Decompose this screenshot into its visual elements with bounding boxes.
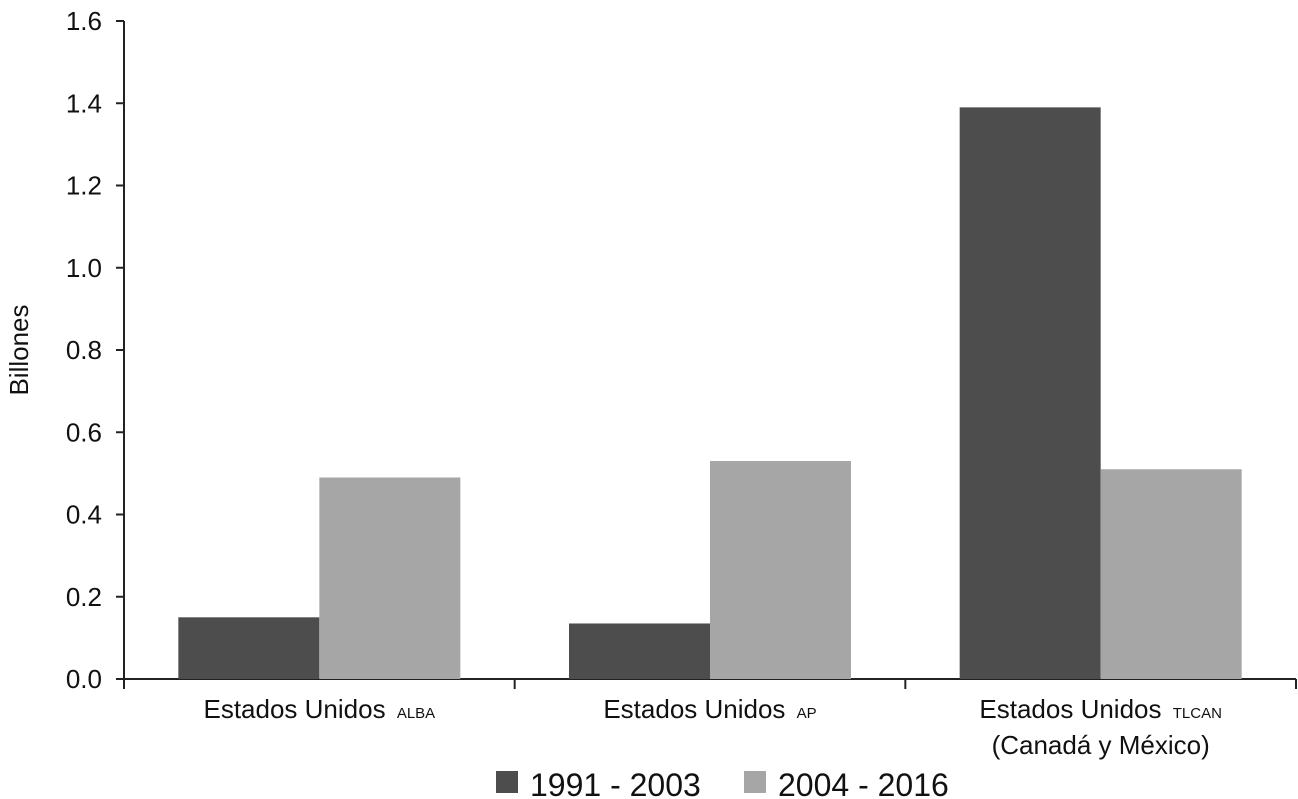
x-tick-label: Estados Unidos ALBA <box>203 694 435 724</box>
x-axis <box>123 678 1297 689</box>
y-tick-label: 0.4 <box>66 500 102 530</box>
y-tick-label: 1.6 <box>66 6 102 36</box>
y-axis: 0.0 0.2 0.4 0.6 0.8 1.0 1.2 1.4 1.6 <box>66 6 125 694</box>
x-axis-labels: Estados Unidos ALBA Estados Unidos AP Esta… <box>203 694 1221 760</box>
legend: 1991 - 2003 2004 - 2016 <box>496 767 949 799</box>
bar <box>1100 469 1242 679</box>
y-tick-label: 0.8 <box>66 335 102 365</box>
y-tick-label: 1.4 <box>66 88 102 118</box>
x-tick-label-line2: (Canadá y México) <box>992 730 1210 760</box>
legend-swatch <box>744 771 766 793</box>
x-tick-label-sub: AP <box>797 705 817 722</box>
legend-label: 1991 - 2003 <box>530 767 701 799</box>
bar <box>710 461 851 679</box>
bars <box>178 107 1242 680</box>
bar <box>178 617 320 679</box>
x-tick-label-main: Estados Unidos <box>603 694 792 724</box>
x-tick-label-main: Estados Unidos <box>203 694 392 724</box>
y-axis-label: Billones <box>4 304 34 395</box>
y-tick-label: 0.0 <box>66 664 102 694</box>
y-tick-label: 1.2 <box>66 171 102 201</box>
legend-swatch <box>496 771 518 793</box>
x-tick-label: Estados Unidos AP <box>603 694 816 724</box>
bar <box>959 107 1101 680</box>
x-tick-label-sub: TLCAN <box>1173 705 1222 722</box>
x-tick-label-sub: ALBA <box>397 705 435 722</box>
x-tick-label-main: Estados Unidos <box>979 694 1168 724</box>
bar <box>319 477 461 679</box>
bar <box>569 623 710 679</box>
y-tick-label: 0.6 <box>66 417 102 447</box>
y-tick-label: 0.2 <box>66 582 102 612</box>
x-tick-label: Estados Unidos TLCAN <box>979 694 1222 724</box>
legend-label: 2004 - 2016 <box>778 767 949 799</box>
y-tick-label: 1.0 <box>66 253 102 283</box>
